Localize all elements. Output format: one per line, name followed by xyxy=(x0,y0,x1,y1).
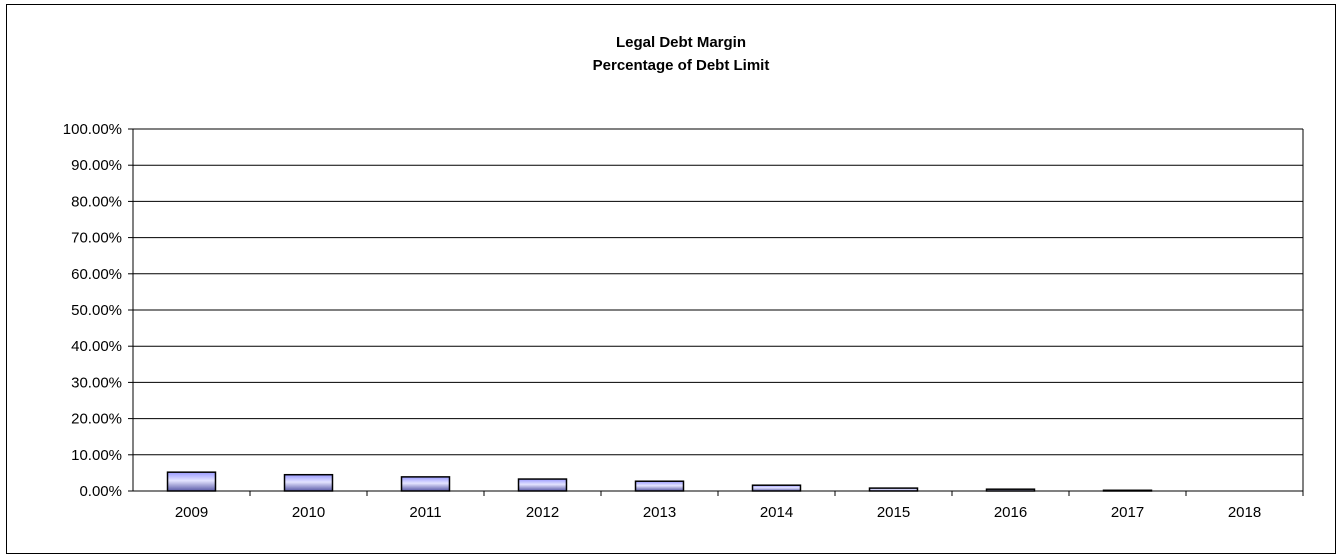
bar xyxy=(400,476,451,492)
x-tick-label: 2010 xyxy=(292,504,325,521)
x-tick-label: 2012 xyxy=(526,504,559,521)
x-tick-label: 2014 xyxy=(760,504,793,521)
gridlines xyxy=(133,128,1303,456)
bar xyxy=(634,480,685,492)
x-tick-label: 2017 xyxy=(1111,504,1144,521)
y-tick-label: 20.00% xyxy=(71,411,122,428)
bar xyxy=(751,484,802,492)
chart-subtitle: Percentage of Debt Limit xyxy=(593,57,770,74)
bar xyxy=(166,471,217,492)
bar xyxy=(985,488,1036,492)
x-tick-label: 2015 xyxy=(877,504,910,521)
x-tick-label: 2013 xyxy=(643,504,676,521)
y-tick-label: 30.00% xyxy=(71,374,122,391)
chart-title: Legal Debt Margin xyxy=(616,34,746,51)
bar xyxy=(868,487,919,492)
x-tick-label: 2018 xyxy=(1228,504,1261,521)
y-tick-label: 10.00% xyxy=(71,447,122,464)
bars xyxy=(166,471,1153,492)
y-tick-label: 40.00% xyxy=(71,338,122,355)
axes xyxy=(128,128,1304,496)
chart-frame xyxy=(6,4,1336,554)
x-tick-label: 2016 xyxy=(994,504,1027,521)
x-tick-labels: 2009 2010 2011 2012 2013 2014 2015 2016 2017 2018 xyxy=(175,504,1261,521)
y-tick-label: 70.00% xyxy=(71,230,122,247)
bar xyxy=(517,478,568,492)
y-tick-label: 100.00% xyxy=(63,121,122,138)
bar xyxy=(1102,489,1153,492)
y-tick-label: 90.00% xyxy=(71,157,122,174)
x-tick-label: 2011 xyxy=(409,504,441,521)
y-tick-label: 50.00% xyxy=(71,302,122,319)
y-tick-label: 80.00% xyxy=(71,193,122,210)
y-tick-label: 0.00% xyxy=(79,483,122,500)
y-tick-labels: 0.00% 10.00% 20.00% 30.00% 40.00% 50.00% 60.00… xyxy=(63,121,122,500)
bar xyxy=(283,473,334,492)
y-tick-label: 60.00% xyxy=(71,266,122,283)
x-tick-label: 2009 xyxy=(175,504,208,521)
